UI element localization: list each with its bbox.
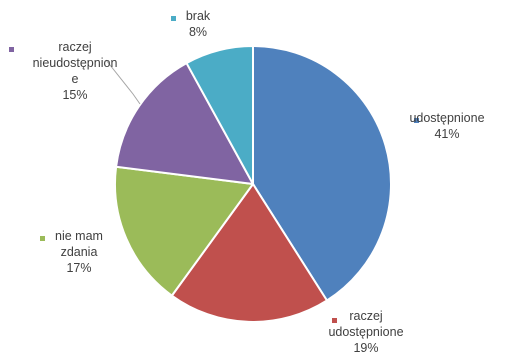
data-label-percent-1: 41%	[434, 127, 459, 141]
pie-slice-2	[170, 183, 328, 323]
data-label-percent-3: 17%	[66, 261, 91, 275]
label-marker-4	[9, 47, 14, 52]
data-label-text-4: raczej	[58, 40, 91, 54]
label-marker-5	[171, 16, 176, 21]
leader-line-4	[105, 59, 141, 105]
pie-slice-5	[185, 45, 254, 185]
pie-slice-4	[115, 62, 254, 185]
data-label-text-2: udostępnione	[328, 325, 403, 339]
data-label-text-3: nie mam	[55, 229, 103, 243]
data-label-text-5: brak	[186, 9, 211, 23]
data-label-text-4: nieudostępnion	[33, 56, 118, 70]
pie-slices	[114, 45, 392, 323]
data-label-text-4: e	[72, 72, 79, 86]
leader-lines	[105, 59, 141, 105]
label-marker-1	[414, 118, 419, 123]
data-label-text-2: raczej	[349, 309, 382, 323]
data-labels: udostępnione 41% raczej udostępnione 19% nie …	[9, 9, 485, 355]
data-label-text-3: zdania	[61, 245, 98, 259]
pie-slice-3	[114, 165, 254, 297]
data-label-percent-4: 15%	[62, 88, 87, 102]
label-marker-2	[332, 318, 337, 323]
label-marker-3	[40, 236, 45, 241]
data-label-percent-5: 8%	[189, 25, 207, 39]
data-label-percent-2: 19%	[353, 341, 378, 355]
data-label-text-1: udostępnione	[409, 111, 484, 125]
